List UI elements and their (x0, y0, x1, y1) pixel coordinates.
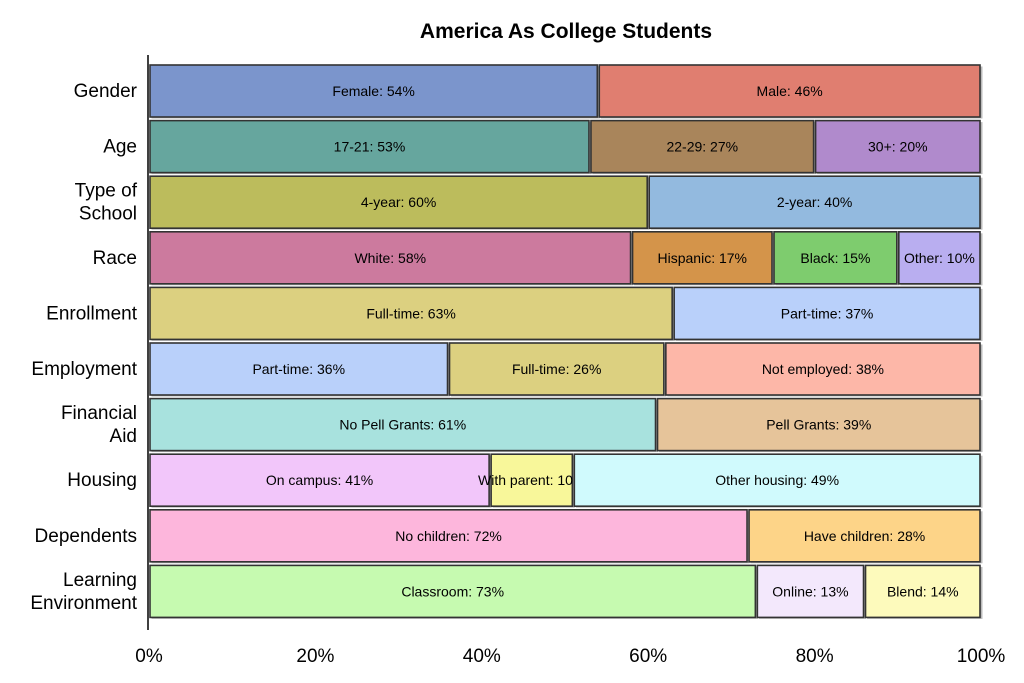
bar-segment (897, 231, 981, 285)
x-tick-label: 0% (135, 646, 163, 667)
bar-row-enrollment: Full-time: 63% Part-time: 37% (149, 286, 983, 341)
category-label: Housing (67, 470, 137, 491)
segment-label: Part-time: 37% (781, 305, 874, 321)
bar-segment (149, 508, 748, 563)
category-label: Employment (31, 359, 137, 380)
bar-segment (656, 397, 981, 452)
bar-segment (673, 286, 981, 341)
bar-row-gender: Female: 54% Male: 46% (149, 64, 983, 119)
segment-label: Other housing: 49% (715, 472, 839, 488)
bar-segment (149, 564, 757, 619)
bar-segment (149, 64, 599, 118)
segment-label: No Pell Grants: 61% (339, 417, 466, 433)
segment-label: 4-year: 60% (361, 194, 436, 210)
x-tick-label: 80% (796, 646, 834, 667)
x-tick-label: 100% (957, 646, 1006, 667)
category-label: Financial (61, 403, 137, 424)
segment-label: Have children: 28% (804, 528, 925, 544)
segment-label: 17-21: 53% (334, 139, 406, 155)
bar-segment (648, 175, 981, 229)
bar-row-dependents: No children: 72% Have children: 28% (149, 508, 983, 564)
bar-segment (149, 453, 490, 508)
segment-label: Classroom: 73% (401, 583, 504, 599)
chart-title: America As College Students (420, 20, 712, 43)
bar-row-learning-environment: Classroom: 73% Online: 13% Blend: 14% (149, 564, 983, 619)
category-label: Dependents (35, 526, 137, 547)
category-label: School (79, 204, 137, 225)
bar-segment (490, 453, 574, 508)
bar-segment (149, 397, 657, 452)
segment-label: Part-time: 36% (252, 361, 345, 377)
segment-label: No children: 72% (395, 528, 502, 544)
segment-label: Other: 10% (904, 250, 975, 266)
segment-label: On campus: 41% (266, 472, 373, 488)
segment-label: With parent: 10% (478, 472, 585, 488)
category-label: Environment (30, 593, 137, 614)
segment-label: Not employed: 38% (762, 361, 884, 377)
bar-segment (149, 342, 449, 396)
bar-row-financial-aid: No Pell Grants: 61% Pell Grants: 39% (149, 397, 983, 453)
category-label: Type of (75, 181, 138, 202)
x-tick-label: 60% (629, 646, 667, 667)
bar-segment (573, 453, 981, 508)
segment-label: Female: 54% (332, 83, 414, 99)
bar-segment (149, 119, 590, 174)
segment-label: Blend: 14% (887, 583, 959, 599)
bar-segment (814, 119, 981, 174)
bar-row-employment: Part-time: 36% Full-time: 26% Not employed… (149, 342, 983, 397)
segment-label: 2-year: 40% (777, 194, 852, 210)
segment-label: 22-29: 27% (666, 139, 738, 155)
segment-label: Full-time: 63% (366, 305, 455, 321)
segment-label: Full-time: 26% (512, 361, 601, 377)
bars-group: Female: 54% Male: 46% 17-21: 53% 22-29: 27%… (149, 64, 983, 619)
bar-row-age: 17-21: 53% 22-29: 27% 30+: 20% (149, 119, 983, 175)
category-label: Gender (74, 81, 138, 102)
category-label: Enrollment (46, 303, 138, 324)
category-label: Aid (110, 426, 137, 447)
bar-segment (864, 564, 981, 619)
x-tick-label: 20% (296, 646, 334, 667)
bar-segment (149, 231, 632, 285)
x-axis-ticks: 0% 20% 40% 60% 80% 100% (135, 646, 1005, 667)
segment-label: Male: 46% (757, 83, 823, 99)
x-tick-label: 40% (463, 646, 501, 667)
category-label: Learning (63, 570, 137, 591)
segment-label: Hispanic: 17% (658, 250, 748, 266)
bar-segment (598, 64, 981, 118)
segment-label: Online: 13% (772, 583, 848, 599)
bar-segment (756, 564, 865, 619)
bar-row-type-of-school: 4-year: 60% 2-year: 40% (149, 175, 983, 230)
bar-row-race: White: 58% Hispanic: 17% Black: 15% Other: … (149, 231, 983, 286)
bar-segment (149, 286, 673, 341)
bar-segment (149, 175, 649, 229)
segment-label: Black: 15% (800, 250, 870, 266)
bar-segment (448, 342, 665, 396)
bar-row-housing: On campus: 41% With parent: 10% Other hous… (149, 453, 983, 508)
bar-segment (773, 231, 898, 285)
segment-label: White: 58% (354, 250, 426, 266)
bar-segment (590, 119, 815, 174)
category-label: Age (103, 137, 137, 158)
category-label: Race (93, 248, 137, 269)
bar-segment (665, 342, 981, 396)
bar-segment (748, 508, 981, 563)
segment-label: Pell Grants: 39% (766, 417, 871, 433)
segment-label: 30+: 20% (868, 139, 928, 155)
bar-segment (631, 231, 773, 285)
